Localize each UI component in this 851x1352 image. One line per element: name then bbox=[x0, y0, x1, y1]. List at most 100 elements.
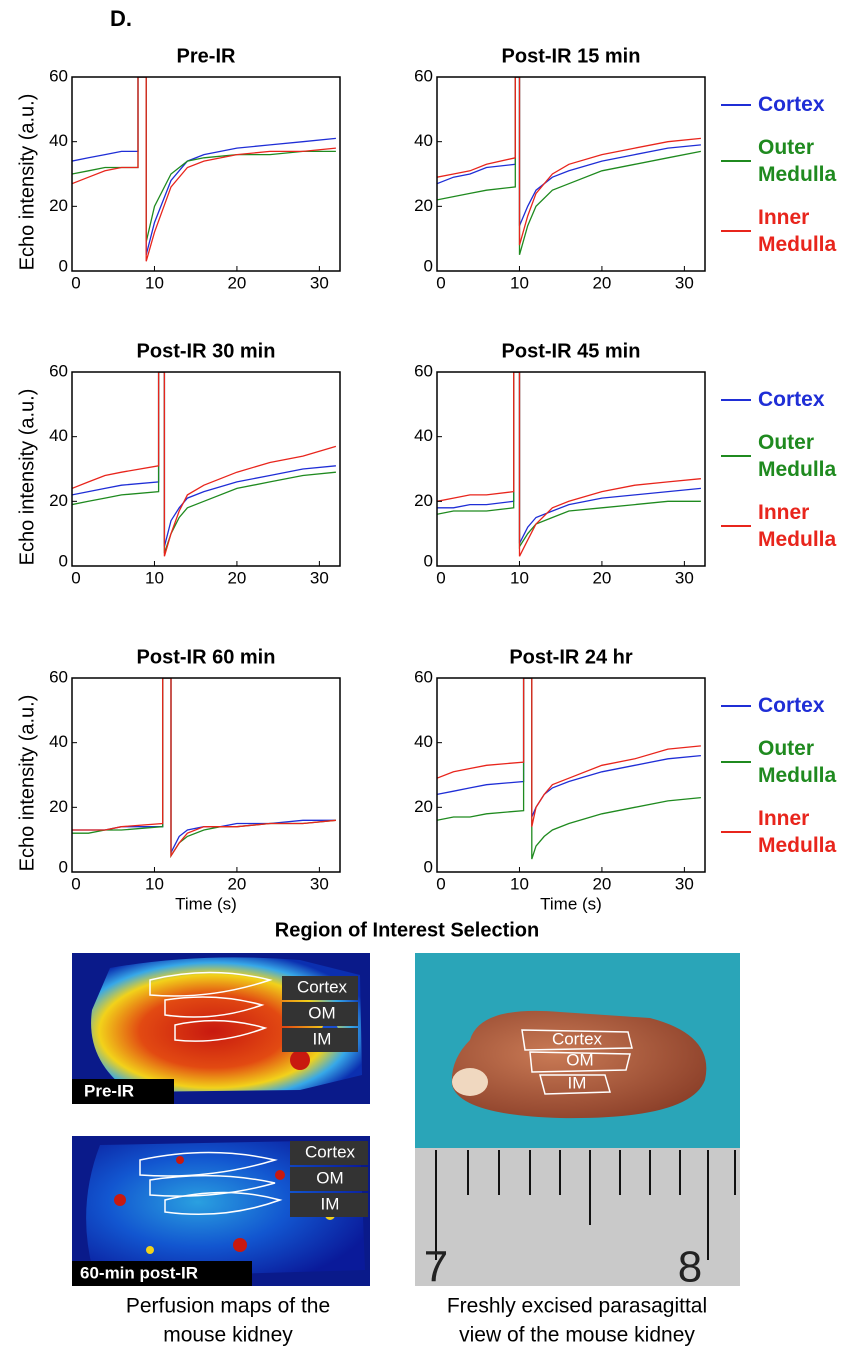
ruler-number: 8 bbox=[678, 1243, 702, 1292]
perfusion-map-post bbox=[72, 1136, 370, 1286]
x-tick-label: 30 bbox=[310, 874, 329, 893]
legend-label: Cortex bbox=[758, 388, 825, 411]
y-tick-label: 60 bbox=[414, 667, 433, 686]
kidney-photo bbox=[415, 953, 740, 1286]
x-tick-label: 30 bbox=[310, 568, 329, 587]
plot-frame bbox=[71, 76, 341, 272]
roi-label: Cortex bbox=[552, 1029, 603, 1048]
x-tick-label: 10 bbox=[510, 568, 529, 587]
y-tick-label: 60 bbox=[49, 361, 68, 380]
x-tick-label: 0 bbox=[71, 273, 80, 292]
y-tick-label: 40 bbox=[49, 732, 68, 751]
y-tick-label: 20 bbox=[49, 196, 68, 215]
series-line bbox=[72, 372, 337, 557]
y-tick-label: 60 bbox=[414, 361, 433, 380]
caption: mouse kidney bbox=[163, 1324, 293, 1347]
y-tick-label: 0 bbox=[59, 857, 68, 876]
plot-frame bbox=[436, 371, 706, 567]
series-line bbox=[72, 372, 336, 554]
x-tick-label: 20 bbox=[227, 273, 246, 292]
y-tick-label: 60 bbox=[49, 66, 68, 85]
x-tick-label: 10 bbox=[510, 874, 529, 893]
series-line bbox=[72, 372, 336, 547]
x-tick-label: 30 bbox=[675, 874, 694, 893]
series-line bbox=[437, 678, 701, 860]
x-tick-label: 0 bbox=[436, 568, 445, 587]
legend-label: Outer Medulla bbox=[758, 431, 836, 481]
y-tick-label: 0 bbox=[424, 857, 433, 876]
caption: Freshly excised parasagittal bbox=[447, 1295, 707, 1318]
roi-label: OM bbox=[308, 1003, 335, 1022]
chart-title: Post-IR 15 min bbox=[502, 45, 641, 67]
series-line bbox=[437, 372, 701, 557]
plot-frame bbox=[436, 677, 706, 873]
y-tick-label: 20 bbox=[414, 196, 433, 215]
y-tick-label: 0 bbox=[424, 256, 433, 275]
roi-label: Cortex bbox=[305, 1142, 356, 1161]
y-tick-label: 0 bbox=[59, 551, 68, 570]
plot-frame bbox=[71, 371, 341, 567]
y-tick-label: 40 bbox=[414, 732, 433, 751]
y-tick-label: 20 bbox=[49, 491, 68, 510]
x-axis-label: Time (s) bbox=[175, 894, 237, 913]
series-line bbox=[72, 678, 336, 859]
roi-label: IM bbox=[321, 1194, 340, 1213]
x-tick-label: 20 bbox=[227, 874, 246, 893]
y-tick-label: 40 bbox=[49, 426, 68, 445]
chart-title: Post-IR 30 min bbox=[137, 340, 276, 362]
panel-label: D. bbox=[110, 6, 132, 31]
y-tick-label: 0 bbox=[424, 551, 433, 570]
plot-frame bbox=[71, 677, 341, 873]
roi-label: IM bbox=[568, 1073, 587, 1092]
series-line bbox=[437, 372, 701, 544]
ruler-number: 7 bbox=[424, 1243, 448, 1292]
y-axis-label: Echo intensity (a.u.) bbox=[16, 695, 38, 872]
series-line bbox=[437, 77, 702, 255]
y-axis-label: Echo intensity (a.u.) bbox=[16, 94, 38, 271]
chart-title: Post-IR 24 hr bbox=[509, 646, 633, 668]
x-tick-label: 0 bbox=[436, 874, 445, 893]
y-tick-label: 40 bbox=[414, 131, 433, 150]
y-tick-label: 40 bbox=[414, 426, 433, 445]
legend-label: Outer Medulla bbox=[758, 737, 836, 787]
x-tick-label: 10 bbox=[145, 874, 164, 893]
series-line bbox=[437, 77, 701, 246]
x-tick-label: 30 bbox=[675, 568, 694, 587]
y-tick-label: 20 bbox=[414, 797, 433, 816]
perfusion-map-pre bbox=[72, 953, 370, 1104]
x-tick-label: 0 bbox=[71, 874, 80, 893]
y-tick-label: 60 bbox=[49, 667, 68, 686]
x-tick-label: 20 bbox=[227, 568, 246, 587]
y-axis-label: Echo intensity (a.u.) bbox=[16, 389, 38, 566]
legend-label: Cortex bbox=[758, 93, 825, 116]
chart-title: Post-IR 45 min bbox=[502, 340, 641, 362]
y-tick-label: 0 bbox=[59, 256, 68, 275]
legend-label: Inner Medulla bbox=[758, 501, 836, 551]
legend-label: Inner Medulla bbox=[758, 206, 836, 256]
roi-label: IM bbox=[313, 1029, 332, 1048]
roi-label: OM bbox=[566, 1050, 593, 1069]
y-tick-label: 60 bbox=[414, 66, 433, 85]
y-tick-label: 40 bbox=[49, 131, 68, 150]
x-tick-label: 10 bbox=[145, 273, 164, 292]
x-tick-label: 20 bbox=[592, 273, 611, 292]
series-line bbox=[437, 77, 701, 226]
x-tick-label: 20 bbox=[592, 874, 611, 893]
series-line bbox=[437, 372, 701, 549]
caption: view of the mouse kidney bbox=[459, 1324, 695, 1347]
legend-label: Inner Medulla bbox=[758, 807, 836, 857]
roi-label: OM bbox=[316, 1168, 343, 1187]
plot-frame bbox=[436, 76, 706, 272]
x-tick-label: 20 bbox=[592, 568, 611, 587]
chart-title: Pre-IR bbox=[177, 45, 236, 67]
image-label: Pre-IR bbox=[84, 1081, 134, 1100]
roi-label: Cortex bbox=[297, 977, 348, 996]
x-tick-label: 10 bbox=[145, 568, 164, 587]
x-tick-label: 0 bbox=[71, 568, 80, 587]
series-line bbox=[437, 678, 701, 818]
x-tick-label: 30 bbox=[675, 273, 694, 292]
series-line bbox=[72, 77, 336, 262]
legend-label: Cortex bbox=[758, 694, 825, 717]
series-line bbox=[437, 678, 701, 827]
